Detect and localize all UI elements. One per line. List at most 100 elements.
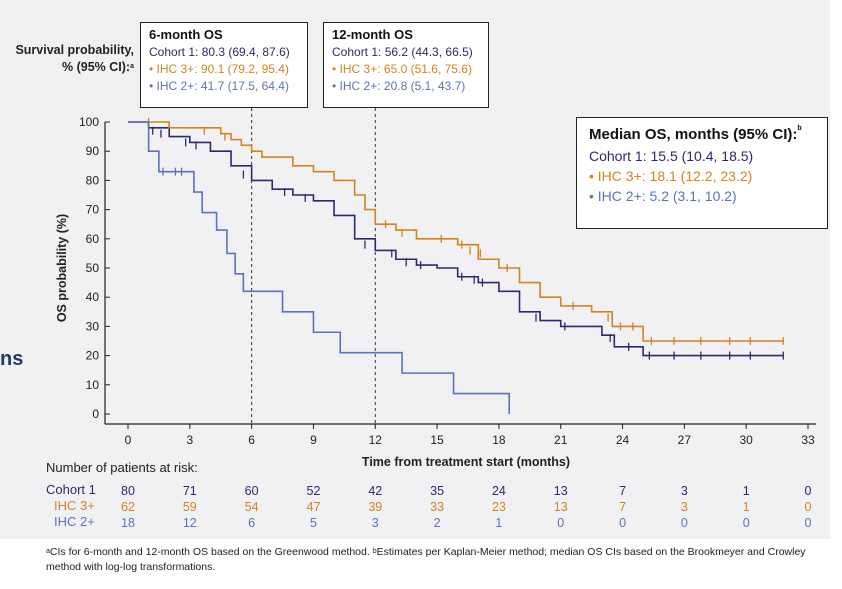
risk-value-ihc-2: 3 (372, 516, 379, 530)
footnote-b-text: Estimates per Kaplan-Meier method; media… (46, 546, 806, 573)
y-tick-label: 40 (86, 290, 100, 304)
x-tick-label: 6 (248, 433, 255, 447)
six-month-os-title: 6-month OS (149, 27, 223, 42)
bullet-icon: • (589, 168, 594, 184)
y-tick-label: 0 (92, 407, 99, 421)
risk-value-ihc-3: 23 (492, 500, 506, 514)
risk-value-cohort-1: 3 (681, 484, 688, 498)
risk-row-label-ihc2: IHC 2+ (54, 514, 95, 529)
risk-value-ihc-2: 12 (183, 516, 197, 530)
risk-value-ihc-3: 54 (245, 500, 259, 514)
twelve-month-ihc3-value: IHC 3+: 65.0 (51.6, 75.6) (339, 62, 472, 76)
risk-row-label-ihc3: IHC 3+ (54, 498, 95, 513)
risk-value-cohort-1: 80 (121, 484, 135, 498)
median-cohort-value: Cohort 1: 15.5 (10.4, 18.5) (589, 148, 754, 164)
km-curve-ihc-2 (128, 121, 511, 414)
footnote-mark-a: a (130, 63, 134, 70)
y-tick-label: 50 (86, 261, 100, 275)
median-os-title: Median OS, months (95% CI):b (589, 125, 815, 143)
risk-value-ihc-3: 47 (307, 500, 321, 514)
risk-value-ihc-2: 0 (619, 516, 626, 530)
risk-value-ihc-2: 0 (743, 516, 750, 530)
km-curve-ihc-3 (128, 121, 784, 342)
x-tick-label: 3 (186, 433, 193, 447)
risk-value-cohort-1: 13 (554, 484, 568, 498)
y-tick-label: 90 (86, 144, 100, 158)
risk-value-ihc-2: 2 (434, 516, 441, 530)
twelve-month-cohort-value: Cohort 1: 56.2 (44.3, 66.5) (332, 45, 473, 59)
y-axis-label: OS probability (%) (55, 214, 69, 322)
bullet-icon: • (149, 79, 154, 93)
risk-value-ihc-3: 62 (121, 500, 135, 514)
risk-value-cohort-1: 52 (307, 484, 321, 498)
six-month-ihc3-value: IHC 3+: 90.1 (79.2, 95.4) (156, 62, 289, 76)
cut-off-title-fragment: ns (0, 348, 24, 370)
survival-label-line2: % (95% CI): (62, 60, 131, 74)
risk-value-ihc-2: 6 (248, 516, 255, 530)
x-tick-label: 0 (125, 433, 132, 447)
median-ihc3-value: IHC 3+: 18.1 (12.2, 23.2) (597, 168, 753, 184)
twelve-month-os-box: 12-month OS Cohort 1: 56.2 (44.3, 66.5) … (323, 22, 489, 108)
x-tick-label: 15 (430, 433, 444, 447)
x-tick-label: 33 (801, 433, 815, 447)
risk-value-ihc-2: 0 (557, 516, 564, 530)
risk-value-cohort-1: 1 (743, 484, 750, 498)
risk-value-ihc-3: 1 (743, 500, 750, 514)
risk-value-cohort-1: 71 (183, 484, 197, 498)
risk-table-title: Number of patients at risk: (46, 460, 198, 475)
bullet-icon: • (589, 188, 594, 204)
twelve-month-ihc2-value: IHC 2+: 20.8 (5.1, 43.7) (339, 79, 466, 93)
x-tick-label: 12 (369, 433, 383, 447)
bullet-icon: • (332, 62, 337, 76)
x-tick-label: 21 (554, 433, 568, 447)
x-tick-label: 9 (310, 433, 317, 447)
survival-probability-label: Survival probability, % (95% CI):a (4, 42, 134, 76)
median-os-title-text: Median OS, months (95% CI): (589, 126, 798, 143)
risk-value-ihc-3: 59 (183, 500, 197, 514)
y-tick-label: 60 (86, 232, 100, 246)
six-month-os-box: 6-month OS Cohort 1: 80.3 (69.4, 87.6) •… (140, 22, 308, 108)
y-tick-label: 70 (86, 203, 100, 217)
footnote: aCIs for 6-month and 12-month OS based o… (46, 545, 826, 575)
median-ihc2-value: IHC 2+: 5.2 (3.1, 10.2) (597, 188, 737, 204)
risk-value-cohort-1: 24 (492, 484, 506, 498)
footnote-a-mark: a (46, 548, 50, 555)
risk-value-cohort-1: 60 (245, 484, 259, 498)
median-os-box: Median OS, months (95% CI):b Cohort 1: 1… (576, 117, 828, 229)
km-curve-cohort-1 (128, 121, 784, 357)
footnote-mark-b: b (797, 125, 802, 132)
x-tick-label: 18 (492, 433, 506, 447)
survival-label-line1: Survival probability, (15, 43, 134, 57)
twelve-month-os-title: 12-month OS (332, 27, 413, 42)
risk-row-label-cohort: Cohort 1 (46, 482, 96, 497)
bullet-icon: • (149, 62, 154, 76)
six-month-cohort-value: Cohort 1: 80.3 (69.4, 87.6) (149, 45, 290, 59)
risk-value-ihc-3: 7 (619, 500, 626, 514)
risk-value-ihc-3: 33 (430, 500, 444, 514)
footnote-a-text: CIs for 6-month and 12-month OS based on… (49, 546, 370, 558)
y-tick-label: 100 (79, 115, 99, 129)
y-tick-label: 10 (86, 378, 100, 392)
risk-value-ihc-3: 0 (805, 500, 812, 514)
risk-value-cohort-1: 7 (619, 484, 626, 498)
risk-value-ihc-3: 3 (681, 500, 688, 514)
risk-value-ihc-2: 5 (310, 516, 317, 530)
x-tick-label: 30 (740, 433, 754, 447)
risk-value-ihc-2: 1 (495, 516, 502, 530)
x-tick-label: 24 (616, 433, 630, 447)
x-axis-label: Time from treatment start (months) (362, 455, 570, 469)
six-month-ihc2-value: IHC 2+: 41.7 (17.5, 64.4) (156, 79, 289, 93)
y-tick-label: 30 (86, 319, 100, 333)
risk-value-cohort-1: 0 (805, 484, 812, 498)
y-tick-label: 20 (86, 349, 100, 363)
bullet-icon: • (332, 79, 337, 93)
risk-value-cohort-1: 42 (368, 484, 382, 498)
risk-value-ihc-3: 13 (554, 500, 568, 514)
footnote-b-mark: b (372, 548, 377, 555)
risk-value-ihc-2: 0 (805, 516, 812, 530)
risk-value-cohort-1: 35 (430, 484, 444, 498)
y-tick-label: 80 (86, 173, 100, 187)
x-tick-label: 27 (678, 433, 692, 447)
